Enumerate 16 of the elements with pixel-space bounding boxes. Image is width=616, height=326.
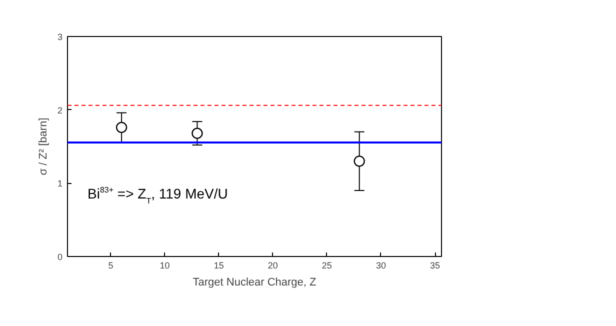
x-tick-label: 15 [214, 260, 224, 270]
y-tick-label: 2 [57, 105, 63, 116]
x-tick-label: 35 [430, 260, 440, 270]
point [192, 128, 203, 139]
x-tick-label: 25 [322, 260, 332, 270]
x-tick-label: 30 [376, 260, 386, 270]
point [354, 156, 365, 167]
point [116, 122, 128, 134]
x-tick-label: 20 [268, 260, 278, 270]
y-tick-label: 0 [57, 252, 63, 262]
y-axis-title: σ / Z² [barn] [37, 118, 50, 176]
y-tick-label: 1 [57, 178, 63, 189]
x-axis-title: Target Nuclear Charge, Z [192, 276, 317, 288]
x-tick-label: 10 [160, 260, 170, 270]
y-tick-label: 3 [57, 32, 63, 42]
x-tick-label: 5 [108, 260, 114, 270]
